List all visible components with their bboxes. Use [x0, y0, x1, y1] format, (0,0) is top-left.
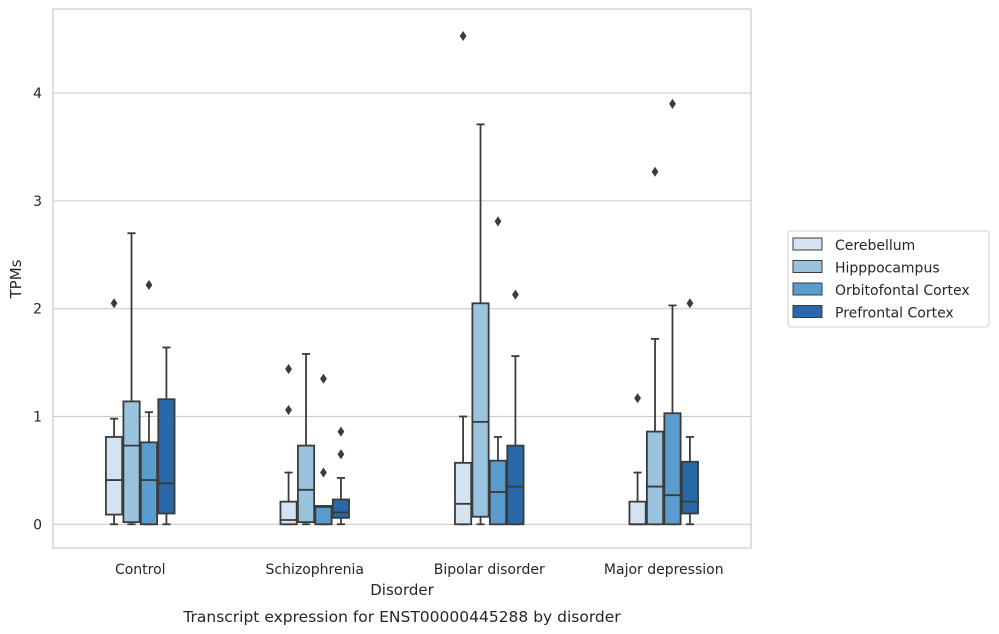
- box-1-2: [471, 123, 490, 526]
- plot-frame: [52, 8, 752, 549]
- x-axis-ticks: Control Schizophrenia Bipolar disorder Majo…: [115, 562, 724, 578]
- y-tick-label: 4: [33, 86, 42, 102]
- outlier-point: [337, 449, 345, 460]
- box: [105, 436, 124, 516]
- box: [122, 400, 141, 524]
- y-axis-label: TPMs: [7, 259, 25, 299]
- outlier-point: [320, 467, 327, 478]
- legend-swatch: [792, 237, 823, 251]
- legend-label: Hipppocampus: [835, 261, 940, 277]
- box-0-2: [454, 30, 473, 526]
- box-2-1: [314, 373, 333, 526]
- box: [471, 302, 490, 518]
- legend-label: Prefrontal Cortex: [835, 306, 954, 322]
- legend: Cerebellum Hipppocampus Orbitofontal Corte…: [787, 230, 990, 328]
- legend-frame: [787, 230, 990, 328]
- box: [454, 461, 473, 526]
- box-2-0: [139, 279, 159, 526]
- outlier-point: [686, 298, 694, 309]
- box-3-0: [157, 346, 176, 526]
- x-tick-label: Schizophrenia: [266, 562, 364, 578]
- chart-caption: Transcript expression for ENST0000044528…: [182, 608, 621, 626]
- box: [680, 460, 699, 515]
- box: [296, 444, 316, 524]
- box-0-0: [105, 298, 124, 526]
- x-axis-label: Disorder: [370, 581, 434, 599]
- box-plot-area: [105, 30, 699, 526]
- y-tick-label: 3: [33, 194, 42, 210]
- outlier-point: [285, 364, 292, 375]
- legend-label: Cerebellum: [835, 238, 915, 254]
- legend-swatch: [792, 305, 823, 318]
- box: [646, 430, 665, 526]
- box: [506, 444, 525, 526]
- outlier-point: [320, 373, 327, 384]
- box: [314, 505, 333, 526]
- box-3-2: [506, 289, 525, 526]
- box: [628, 500, 647, 526]
- box-0-1: [279, 364, 298, 526]
- outlier-point: [634, 393, 641, 404]
- outlier-point: [494, 216, 502, 227]
- outlier-point: [145, 279, 153, 290]
- outlier-point: [669, 98, 676, 109]
- box-0-3: [628, 393, 647, 526]
- y-axis-ticks: 0 1 2 3 4: [33, 86, 42, 533]
- legend-label: Orbitofontal Cortex: [835, 283, 970, 299]
- box: [331, 498, 350, 519]
- outlier-point: [512, 289, 519, 300]
- box-1-1: [296, 353, 316, 526]
- x-tick-label: Major depression: [604, 562, 724, 578]
- legend-swatch: [792, 260, 823, 273]
- box: [157, 398, 176, 515]
- box: [139, 441, 159, 526]
- outlier-point: [337, 426, 345, 437]
- box: [279, 500, 298, 526]
- x-tick-label: Control: [115, 562, 166, 578]
- box-3-3: [680, 298, 699, 526]
- y-tick-label: 0: [33, 517, 42, 533]
- outlier-point: [459, 30, 467, 41]
- box-3-1: [331, 426, 350, 526]
- y-tick-label: 1: [33, 409, 42, 425]
- box-2-2: [488, 216, 508, 526]
- y-tick-label: 2: [33, 302, 42, 318]
- box-1-3: [646, 166, 665, 526]
- box: [663, 412, 682, 526]
- outlier-point: [651, 166, 659, 177]
- x-tick-label: Bipolar disorder: [434, 562, 545, 578]
- box-1-0: [122, 232, 141, 526]
- outlier-point: [285, 405, 292, 416]
- box-2-3: [663, 98, 682, 526]
- legend-swatch: [792, 282, 823, 296]
- outlier-point: [110, 298, 118, 309]
